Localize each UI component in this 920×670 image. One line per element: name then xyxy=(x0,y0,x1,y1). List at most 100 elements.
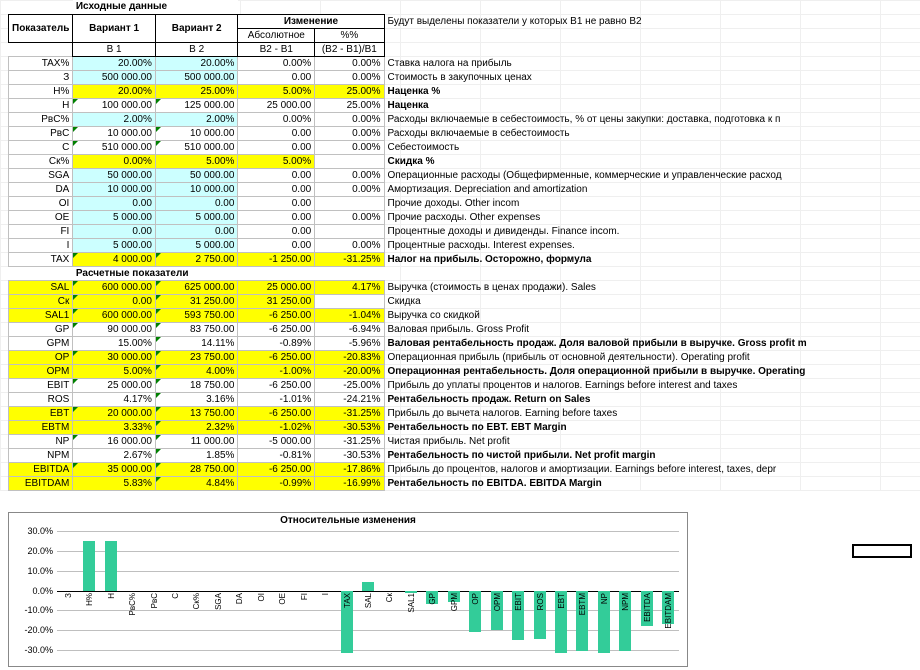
table-row[interactable]: SAL1600 000.00593 750.00-6 250.00-1.04%В… xyxy=(9,308,920,322)
table-row[interactable]: DA10 000.0010 000.000.000.00%Амортизация… xyxy=(9,182,920,196)
row-desc: Процентные доходы и дивиденды. Finance i… xyxy=(384,224,920,238)
chart-category-label: FI xyxy=(300,593,309,600)
col-v2: Вариант 2 xyxy=(155,14,238,42)
chart-category-label: GPM xyxy=(450,593,459,611)
row-desc: Прибыль до процентов, налогов и амортиза… xyxy=(384,462,920,476)
chart-bar[interactable] xyxy=(105,541,117,591)
chart-title: Относительные изменения xyxy=(9,513,687,528)
table-row[interactable]: Ск%0.00%5.00%5.00%Скидка % xyxy=(9,154,920,168)
table-row[interactable]: Н%20.00%25.00%5.00%25.00%Наценка % xyxy=(9,84,920,98)
table-row[interactable]: OPM5.00%4.00%-1.00%-20.00%Операционная р… xyxy=(9,364,920,378)
row-desc: Прочие доходы. Other incom xyxy=(384,196,920,210)
row-desc: Наценка % xyxy=(384,84,920,98)
chart-category-label: SAL xyxy=(364,593,373,608)
chart-category-label: С xyxy=(171,593,180,599)
row-desc: Скидка % xyxy=(384,154,920,168)
desc-header xyxy=(384,0,920,14)
row-desc: Выручка (стоимость в ценах продажи). Sal… xyxy=(384,280,920,294)
table-row[interactable]: EBTM3.33%2.32%-1.02%-30.53%Рентабельност… xyxy=(9,420,920,434)
row-desc: Операционные расходы (Общефирменные, ком… xyxy=(384,168,920,182)
row-desc: Прибыль до уплаты процентов и налогов. E… xyxy=(384,378,920,392)
table-row[interactable]: TAX4 000.002 750.00-1 250.00-31.25%Налог… xyxy=(9,252,920,266)
chart-category-label: EBTM xyxy=(578,593,587,615)
chart-bar[interactable] xyxy=(362,582,374,590)
data-table[interactable]: Исходные данные Показатель Вариант 1 Вар… xyxy=(8,0,920,491)
table-row[interactable]: I5 000.005 000.000.000.00%Процентные рас… xyxy=(9,238,920,252)
chart-category-label: OPM xyxy=(493,593,502,611)
table-row[interactable]: Ск0.0031 250.0031 250.00Скидка xyxy=(9,294,920,308)
y-tick-label: 20.0% xyxy=(9,546,53,556)
chart-category-label: OI xyxy=(257,593,266,601)
table-row[interactable]: FI0.000.000.00Процентные доходы и дивиде… xyxy=(9,224,920,238)
chart-category-label: РвС xyxy=(150,593,159,608)
y-tick-label: 10.0% xyxy=(9,566,53,576)
table-row[interactable]: SGA50 000.0050 000.000.000.00%Операционн… xyxy=(9,168,920,182)
col-change: Изменение xyxy=(238,14,384,28)
row-desc: Рентабельность по EBITDA. EBITDA Margin xyxy=(384,476,920,490)
chart-category-label: Н% xyxy=(85,593,94,606)
row-desc: Амортизация. Depreciation and amortizati… xyxy=(384,182,920,196)
row-desc: Операционная рентабельность. Доля операц… xyxy=(384,364,920,378)
table-row[interactable]: Н100 000.00125 000.0025 000.0025.00%Наце… xyxy=(9,98,920,112)
chart-category-label: OE xyxy=(278,593,287,605)
col-pct: %% xyxy=(315,28,384,42)
chart-plot-area: 30.0%20.0%10.0%0.0%-10.0%-20.0%-30.0%ЗН%… xyxy=(57,531,679,660)
chart-category-label: OP xyxy=(471,593,480,605)
chart-category-label: З xyxy=(64,593,73,598)
row-desc: Расходы включаемые в себестоимость, % от… xyxy=(384,112,920,126)
chart-container[interactable]: Относительные изменения 30.0%20.0%10.0%0… xyxy=(8,512,688,667)
table-row[interactable]: OI0.000.000.00Прочие доходы. Other incom xyxy=(9,196,920,210)
row-desc: Операционная прибыль (прибыль от основно… xyxy=(384,350,920,364)
table-row[interactable]: SAL600 000.00625 000.0025 000.004.17%Выр… xyxy=(9,280,920,294)
chart-category-label: EBITDAM xyxy=(664,593,673,629)
chart-category-label: Ск% xyxy=(192,593,201,609)
table-row[interactable]: РвС%2.00%2.00%0.00%0.00%Расходы включаем… xyxy=(9,112,920,126)
table-row[interactable]: EBITDA35 000.0028 750.00-6 250.00-17.86%… xyxy=(9,462,920,476)
table-row[interactable]: EBITDAM5.83%4.84%-0.99%-16.99%Рентабельн… xyxy=(9,476,920,490)
table-row[interactable]: GP90 000.0083 750.00-6 250.00-6.94%Валов… xyxy=(9,322,920,336)
row-desc: Стоимость в закупочных ценах xyxy=(384,70,920,84)
table-row[interactable]: С510 000.00510 000.000.000.00%Себестоимо… xyxy=(9,140,920,154)
row-desc: Ставка налога на прибыль xyxy=(384,56,920,70)
row-desc: Чистая прибыль. Net profit xyxy=(384,434,920,448)
col-v1: Вариант 1 xyxy=(73,14,156,42)
chart-category-label: I xyxy=(321,593,330,595)
table-row[interactable]: OP30 000.0023 750.00-6 250.00-20.83%Опер… xyxy=(9,350,920,364)
col-abs: Абсолютное xyxy=(238,28,315,42)
table-row[interactable]: EBIT25 000.0018 750.00-6 250.00-25.00%Пр… xyxy=(9,378,920,392)
row-desc: Себестоимость xyxy=(384,140,920,154)
table-row[interactable]: TAX%20.00%20.00%0.00%0.00%Ставка налога … xyxy=(9,56,920,70)
table-row[interactable]: EBT20 000.0013 750.00-6 250.00-31.25%При… xyxy=(9,406,920,420)
table-row[interactable]: NP16 000.0011 000.00-5 000.00-31.25%Чист… xyxy=(9,434,920,448)
chart-category-label: ROS xyxy=(536,593,545,610)
y-tick-label: 0.0% xyxy=(9,586,53,596)
row-desc: Скидка xyxy=(384,294,920,308)
table-row[interactable]: З500 000.00500 000.000.000.00%Стоимость … xyxy=(9,70,920,84)
chart-category-label: DA xyxy=(235,593,244,604)
row-desc: Валовая прибыль. Gross Profit xyxy=(384,322,920,336)
chart-category-label: EBITDA xyxy=(643,593,652,622)
row-desc: Налог на прибыль. Осторожно, формула xyxy=(384,252,920,266)
y-tick-label: -10.0% xyxy=(9,605,53,615)
chart-category-label: EBT xyxy=(557,593,566,609)
chart-category-label: GP xyxy=(428,593,437,605)
chart-category-label: NPM xyxy=(621,593,630,611)
table-row[interactable]: ROS4.17%3.16%-1.01%-24.21%Рентабельность… xyxy=(9,392,920,406)
row-desc: Расходы включаемые в себестоимость xyxy=(384,126,920,140)
row-desc: Рентабельность по EBT. EBT Margin xyxy=(384,420,920,434)
table-row[interactable]: OE5 000.005 000.000.000.00%Прочие расход… xyxy=(9,210,920,224)
chart-bar[interactable] xyxy=(83,541,95,591)
row-desc: Рентабельность продаж. Return on Sales xyxy=(384,392,920,406)
row-desc: Прочие расходы. Other expenses xyxy=(384,210,920,224)
top-note: Будут выделены показатели у которых В1 н… xyxy=(384,14,920,28)
row-desc: Прибыль до вычета налогов. Earning befor… xyxy=(384,406,920,420)
active-cell-selection[interactable] xyxy=(852,544,912,558)
table-row[interactable]: GPM15.00%14.11%-0.89%-5.96%Валовая рента… xyxy=(9,336,920,350)
col-metric: Показатель xyxy=(9,14,73,42)
chart-category-label: РвС% xyxy=(128,593,137,615)
table-row[interactable]: РвС10 000.0010 000.000.000.00%Расходы вк… xyxy=(9,126,920,140)
row-desc: Рентабельность по чистой прибыли. Net pr… xyxy=(384,448,920,462)
table-row[interactable]: NPM2.67%1.85%-0.81%-30.53%Рентабельность… xyxy=(9,448,920,462)
chart-category-label: EBIT xyxy=(514,593,523,611)
chart-category-label: Н xyxy=(107,593,116,599)
